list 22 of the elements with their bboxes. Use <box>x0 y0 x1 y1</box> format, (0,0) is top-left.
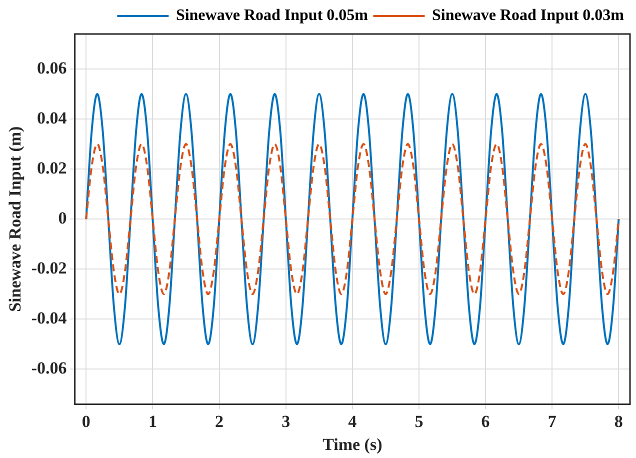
y-tick-label: 0.02 <box>37 158 67 178</box>
x-axis-title: Time (s) <box>322 435 382 454</box>
y-axis-title: Sinewave Road Input (m) <box>6 126 25 312</box>
x-tick-label: 6 <box>481 412 490 431</box>
x-tick-label: 4 <box>348 412 358 431</box>
x-tick-label: 5 <box>414 412 424 431</box>
y-tick-label: 0.04 <box>37 108 68 128</box>
y-tick-label: 0.06 <box>37 58 67 78</box>
y-tick-label: 0 <box>58 208 67 228</box>
line-series <box>85 93 620 346</box>
y-tick-label: -0.02 <box>31 258 67 278</box>
x-tick-label: 7 <box>548 412 557 431</box>
y-tick-label: -0.06 <box>31 358 67 378</box>
x-tick-label: 8 <box>614 412 623 431</box>
legend-label: Sinewave Road Input 0.05m <box>176 7 369 24</box>
line-series <box>85 143 620 296</box>
y-tick-label: -0.04 <box>31 308 68 328</box>
legend-label: Sinewave Road Input 0.03m <box>432 7 625 24</box>
x-tick-label: 1 <box>148 412 157 431</box>
x-tick-label: 3 <box>282 412 290 431</box>
x-tick-label: 0 <box>82 412 90 431</box>
x-tick-label: 2 <box>215 412 224 431</box>
